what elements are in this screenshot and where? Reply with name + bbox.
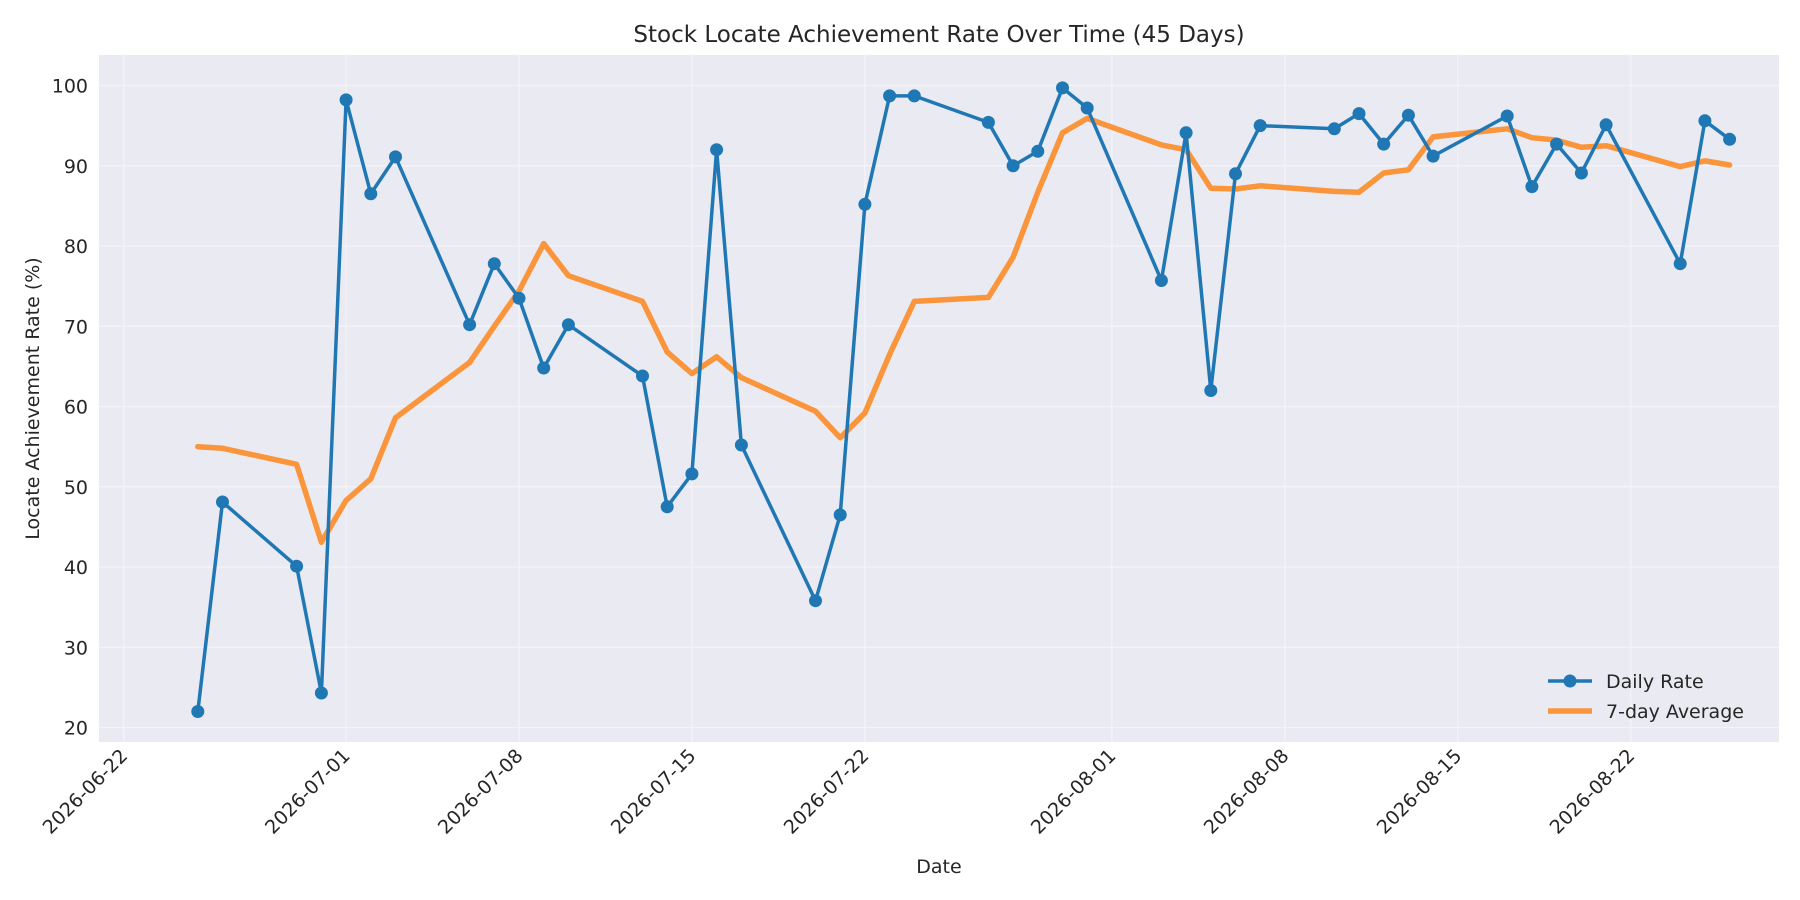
data-point-daily-rate bbox=[1253, 119, 1267, 133]
data-point-daily-rate bbox=[487, 257, 501, 271]
plot-area bbox=[99, 55, 1779, 742]
data-point-daily-rate bbox=[1154, 274, 1168, 287]
data-point-daily-rate bbox=[561, 318, 575, 332]
data-point-daily-rate bbox=[1550, 137, 1564, 151]
series-layer bbox=[191, 81, 1737, 718]
chart-title: Stock Locate Achievement Rate Over Time … bbox=[633, 22, 1244, 48]
data-point-daily-rate bbox=[463, 318, 477, 332]
data-point-daily-rate bbox=[710, 143, 724, 157]
data-point-daily-rate bbox=[1229, 167, 1242, 181]
legend-marker-daily-rate bbox=[1563, 674, 1577, 688]
data-point-daily-rate bbox=[833, 508, 847, 522]
data-point-daily-rate bbox=[1673, 257, 1687, 271]
data-point-daily-rate bbox=[1426, 149, 1440, 163]
data-point-daily-rate bbox=[685, 467, 699, 481]
data-point-daily-rate bbox=[1006, 159, 1020, 173]
data-point-daily-rate bbox=[1698, 114, 1712, 128]
y-tick-label: 20 bbox=[64, 718, 88, 740]
data-point-daily-rate bbox=[660, 500, 674, 514]
data-point-daily-rate bbox=[1500, 109, 1514, 123]
y-tick-label: 60 bbox=[64, 397, 88, 419]
data-point-daily-rate bbox=[512, 291, 526, 305]
data-point-daily-rate bbox=[1599, 118, 1613, 132]
data-point-daily-rate bbox=[636, 369, 649, 383]
data-point-daily-rate bbox=[1377, 137, 1391, 151]
data-point-daily-rate bbox=[1204, 384, 1218, 397]
data-point-daily-rate bbox=[364, 187, 378, 201]
data-point-daily-rate bbox=[1723, 132, 1737, 146]
y-tick-label: 40 bbox=[64, 557, 88, 579]
data-point-daily-rate bbox=[1031, 144, 1045, 158]
data-point-daily-rate bbox=[216, 495, 229, 509]
data-point-daily-rate bbox=[1080, 101, 1094, 115]
x-axis-label: Date bbox=[916, 856, 961, 878]
data-point-daily-rate bbox=[389, 150, 402, 164]
data-point-daily-rate bbox=[1179, 126, 1193, 140]
legend-label-7-day-average: 7-day Average bbox=[1606, 701, 1744, 723]
series-line-7-day-average bbox=[195, 115, 1733, 545]
data-point-daily-rate bbox=[314, 686, 328, 700]
data-point-daily-rate bbox=[1352, 107, 1366, 121]
grid-lines bbox=[99, 55, 1779, 742]
data-point-daily-rate bbox=[290, 559, 304, 573]
data-point-daily-rate bbox=[1056, 81, 1069, 95]
data-point-daily-rate bbox=[339, 93, 353, 107]
y-tick-label: 50 bbox=[64, 477, 88, 499]
data-point-daily-rate bbox=[1401, 108, 1415, 122]
legend-label-daily-rate: Daily Rate bbox=[1606, 671, 1704, 693]
legend: Daily Rate 7-day Average bbox=[1548, 671, 1744, 723]
y-tick-label: 90 bbox=[64, 156, 88, 178]
y-tick-label: 70 bbox=[64, 316, 88, 338]
y-tick-label: 80 bbox=[64, 236, 88, 258]
data-point-daily-rate bbox=[191, 705, 205, 718]
data-point-daily-rate bbox=[858, 197, 872, 211]
data-point-daily-rate bbox=[1525, 180, 1539, 194]
y-axis-label: Locate Achievement Rate (%) bbox=[22, 257, 44, 539]
data-point-daily-rate bbox=[1327, 122, 1341, 136]
y-tick-label: 100 bbox=[52, 75, 88, 97]
data-point-daily-rate bbox=[981, 115, 995, 129]
data-point-daily-rate bbox=[907, 89, 921, 103]
y-tick-label: 30 bbox=[64, 637, 88, 659]
data-point-daily-rate bbox=[537, 361, 551, 375]
data-point-daily-rate bbox=[809, 594, 822, 608]
data-point-daily-rate bbox=[1574, 166, 1588, 180]
data-point-daily-rate bbox=[734, 438, 748, 452]
data-point-daily-rate bbox=[883, 89, 897, 103]
